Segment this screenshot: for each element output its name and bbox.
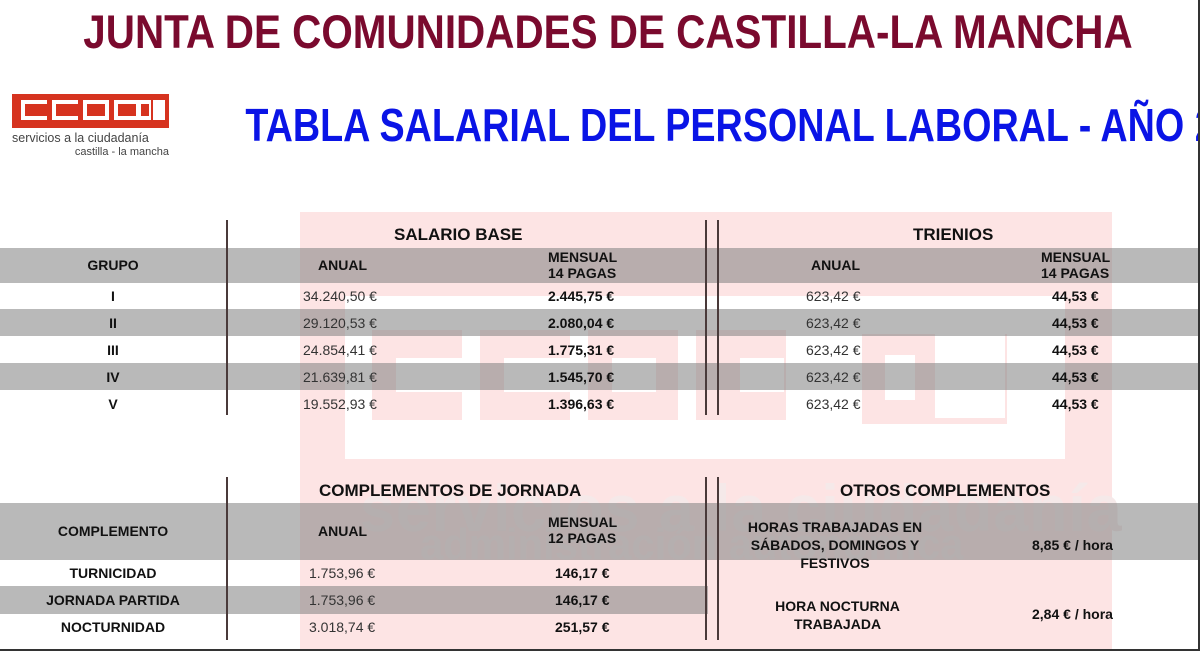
row-band-jornada-partida: [0, 586, 708, 614]
logo-tagline: servicios a la ciudadanía: [12, 131, 149, 145]
col-header-mensual: MENSUAL 14 PAGAS: [548, 249, 617, 281]
col-header-grupo: GRUPO: [87, 257, 139, 273]
mensual-cell: 1.396,63 €: [548, 396, 615, 412]
col-header-anual: ANUAL: [318, 257, 367, 273]
otros-label-hora-nocturna: HORA NOCTURNA TRABAJADA: [720, 597, 955, 633]
mensual-cell: 1.545,70 €: [548, 369, 615, 385]
divider-grupo: [226, 220, 228, 415]
row-band-iv: [0, 363, 1200, 390]
mensual-cell: 2.445,75 €: [548, 288, 615, 304]
mensual-cell: 1.775,31 €: [548, 342, 615, 358]
anual-cell: 623,42 €: [806, 369, 861, 385]
anual-cell: 24.854,41 €: [303, 342, 377, 358]
otros-value-fines-de-semana: 8,85 € / hora: [1032, 537, 1113, 553]
section-title-otros-complementos: OTROS COMPLEMENTOS: [840, 481, 1051, 500]
col-header-mensual-line2: 12 PAGAS: [548, 530, 617, 546]
anual-cell: 1.753,96 €: [309, 592, 376, 608]
mensual-cell: 44,53 €: [1052, 315, 1099, 331]
section-title-salario-base: SALARIO BASE: [394, 225, 523, 244]
grupo-cell: II: [109, 315, 117, 331]
divider-left-otros: [705, 477, 707, 640]
row-band-ii: [0, 309, 1200, 336]
anual-cell: 1.753,96 €: [309, 565, 376, 581]
label-line: SÁBADOS, DOMINGOS Y: [750, 537, 920, 553]
grupo-cell: V: [108, 396, 118, 412]
col-header-mensual-trienios: MENSUAL 14 PAGAS: [1041, 249, 1110, 281]
mensual-cell: 251,57 €: [555, 619, 610, 635]
anual-cell: 623,42 €: [806, 315, 861, 331]
divider-complemento: [226, 477, 228, 640]
col-header-mensual-line2: 14 PAGAS: [1041, 265, 1110, 281]
castle-icon: [141, 104, 149, 116]
divider-right-trienios: [717, 220, 719, 415]
divider-right-otros: [717, 477, 719, 640]
logo-letter-c: [52, 100, 78, 120]
mensual-cell: 146,17 €: [555, 592, 610, 608]
logo-letter-o: [83, 100, 109, 120]
mensual-cell: 44,53 €: [1052, 342, 1099, 358]
grupo-cell: III: [107, 342, 119, 358]
header-band-bottom: [0, 503, 1200, 560]
mensual-cell: 2.080,04 €: [548, 315, 615, 331]
col-header-mensual-line1: MENSUAL: [1041, 249, 1111, 265]
anual-cell: 3.018,74 €: [309, 619, 376, 635]
logo-white-tile: [153, 100, 165, 120]
anual-cell: 623,42 €: [806, 396, 861, 412]
anual-cell: 19.552,93 €: [303, 396, 377, 412]
otros-label-fines-de-semana: HORAS TRABAJADAS EN SÁBADOS, DOMINGOS Y …: [720, 518, 950, 572]
ccoo-logo: servicios a la ciudadanía castilla - la …: [12, 94, 169, 158]
logo-region: castilla - la mancha: [74, 146, 169, 158]
label-line: HORA NOCTURNA: [775, 598, 900, 614]
complemento-cell: JORNADA PARTIDA: [46, 592, 180, 608]
label-line: HORAS TRABAJADAS EN: [747, 519, 923, 535]
col-header-anual-jornada: ANUAL: [318, 523, 367, 539]
col-header-mensual-line1: MENSUAL: [548, 249, 618, 265]
logo-red-box: [12, 94, 169, 128]
label-line: FESTIVOS: [800, 555, 870, 571]
col-header-anual-trienios: ANUAL: [811, 257, 860, 273]
section-title-trienios: TRIENIOS: [913, 225, 994, 244]
anual-cell: 29.120,53 €: [303, 315, 377, 331]
grupo-cell: I: [111, 288, 115, 304]
anual-cell: 34.240,50 €: [303, 288, 377, 304]
label-line: TRABAJADA: [793, 616, 882, 632]
anual-cell: 21.639,81 €: [303, 369, 377, 385]
page-title: JUNTA DE COMUNIDADES DE CASTILLA-LA MANC…: [83, 5, 1133, 58]
mensual-cell: 44,53 €: [1052, 288, 1099, 304]
col-header-mensual-line2: 14 PAGAS: [548, 265, 617, 281]
col-header-mensual-jornada: MENSUAL 12 PAGAS: [548, 514, 617, 546]
mensual-cell: 44,53 €: [1052, 369, 1099, 385]
logo-letter-o: [114, 100, 140, 120]
complemento-cell: TURNICIDAD: [69, 565, 157, 581]
logo-letter-c: [21, 100, 47, 120]
grupo-cell: IV: [106, 369, 120, 385]
complemento-cell: NOCTURNIDAD: [60, 619, 166, 635]
mensual-cell: 146,17 €: [555, 565, 610, 581]
page-subtitle: TABLA SALARIAL DEL PERSONAL LABORAL - AÑ…: [245, 99, 1200, 151]
section-title-complementos-jornada: COMPLEMENTOS DE JORNADA: [319, 481, 582, 500]
divider-left-trienios: [705, 220, 707, 415]
mensual-cell: 44,53 €: [1052, 396, 1099, 412]
col-header-mensual-line1: MENSUAL: [548, 514, 618, 530]
anual-cell: 623,42 €: [806, 288, 861, 304]
otros-value-hora-nocturna: 2,84 € / hora: [1032, 606, 1113, 622]
header-band-top: [0, 248, 1200, 283]
col-header-complemento: COMPLEMENTO: [57, 523, 169, 539]
anual-cell: 623,42 €: [806, 342, 861, 358]
